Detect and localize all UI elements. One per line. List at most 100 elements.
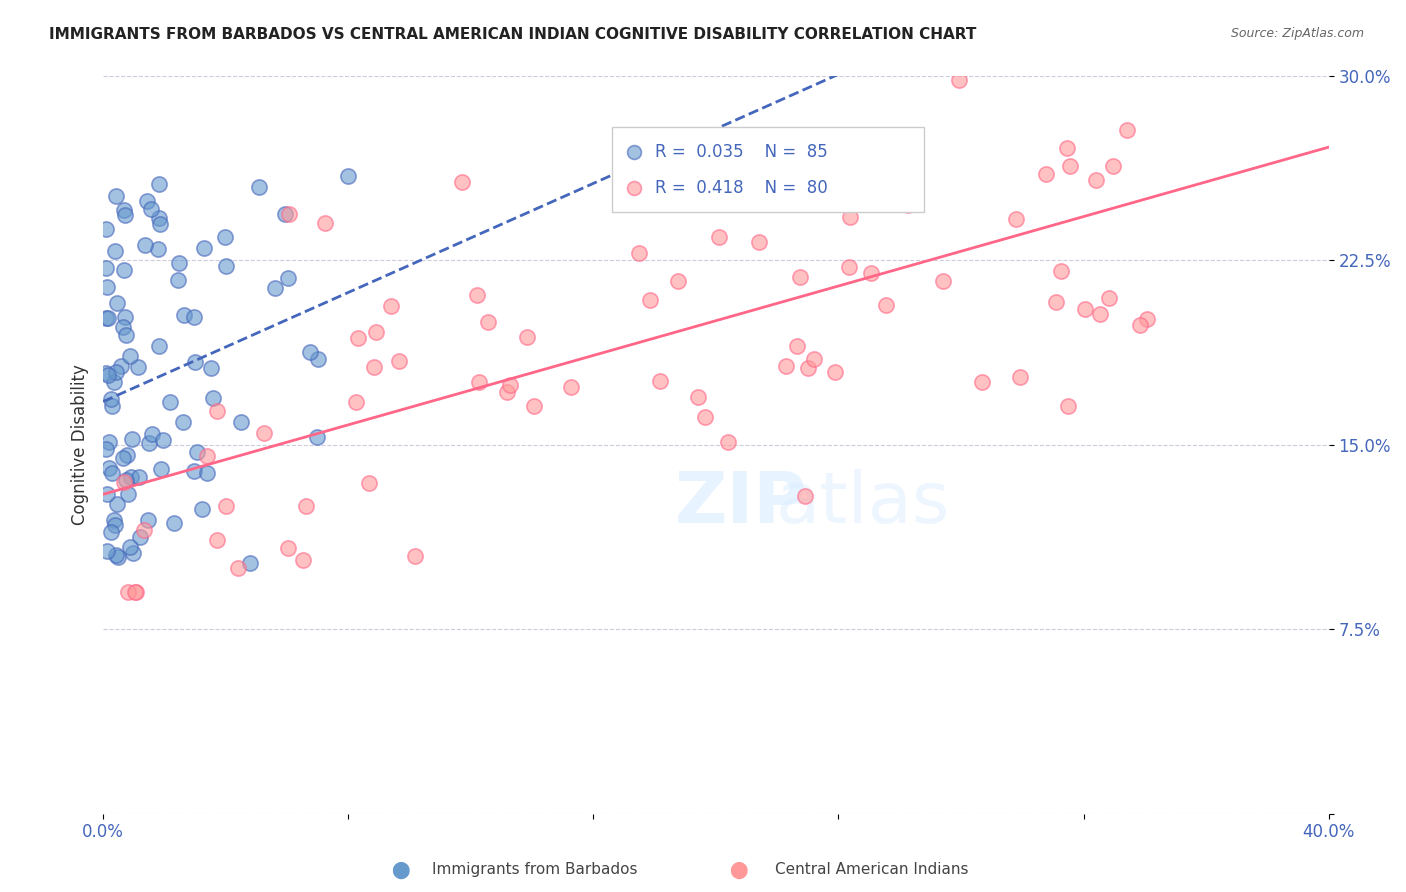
Y-axis label: Cognitive Disability: Cognitive Disability: [72, 364, 89, 525]
Point: [96, 260, 118, 275]
Point: [112, 202, 135, 217]
Point: [186, 445, 208, 459]
Point: [150, 461, 173, 475]
Point: [1136, 311, 1159, 326]
Point: [148, 211, 170, 225]
Point: [253, 426, 276, 441]
Point: [96, 487, 118, 501]
Point: [125, 585, 148, 599]
Point: [195, 466, 218, 480]
Point: [134, 238, 156, 252]
Point: [148, 178, 170, 192]
Point: [100, 392, 122, 407]
Point: [97, 311, 120, 326]
Point: [139, 202, 162, 217]
Point: [127, 359, 149, 374]
Point: [1074, 301, 1097, 316]
Point: [499, 378, 522, 392]
Point: [278, 207, 301, 221]
Point: [870, 166, 893, 180]
Point: [96, 279, 118, 293]
Point: [228, 561, 250, 575]
Point: [628, 245, 651, 260]
Point: [775, 359, 797, 374]
Point: [124, 585, 146, 599]
Point: [789, 269, 811, 284]
Point: [1056, 141, 1078, 155]
Text: R = 0.418    N = 80: R = 0.418 N = 80: [648, 181, 811, 199]
Point: [183, 355, 205, 369]
Point: [748, 235, 770, 249]
Point: [97, 368, 120, 382]
Point: [205, 404, 228, 418]
Point: [120, 540, 142, 554]
Point: [183, 310, 205, 325]
Point: [172, 415, 194, 429]
Point: [838, 260, 860, 275]
Point: [560, 380, 582, 394]
Point: [1010, 369, 1032, 384]
Point: [803, 352, 825, 367]
Point: [404, 549, 426, 563]
Point: [114, 207, 136, 221]
Point: [932, 274, 955, 288]
Point: [136, 194, 159, 208]
Point: [129, 530, 152, 544]
Point: [804, 183, 827, 197]
Point: [794, 489, 817, 503]
Point: [1126, 36, 1149, 50]
Point: [477, 315, 499, 329]
Point: [96, 366, 118, 380]
Point: [239, 556, 262, 570]
Point: [115, 473, 138, 487]
Point: [1005, 211, 1028, 226]
Point: [200, 361, 222, 376]
Text: R =  0.035    N =  85: R = 0.035 N = 85: [655, 143, 827, 161]
Point: [1101, 160, 1123, 174]
Point: [183, 464, 205, 478]
Point: [1057, 399, 1080, 413]
Point: [215, 499, 238, 513]
Text: ZIP: ZIP: [675, 469, 807, 538]
Point: [152, 434, 174, 448]
Point: [291, 553, 314, 567]
Point: [1045, 295, 1067, 310]
Point: [347, 331, 370, 345]
Point: [136, 513, 159, 527]
Point: [860, 267, 883, 281]
FancyBboxPatch shape: [612, 128, 924, 212]
Point: [337, 169, 360, 183]
Point: [207, 533, 229, 547]
Point: [824, 364, 846, 378]
Point: [388, 354, 411, 368]
Point: [972, 376, 994, 390]
Point: [167, 273, 190, 287]
Point: [105, 365, 128, 379]
Point: [197, 450, 219, 464]
Point: [344, 394, 367, 409]
Point: [111, 320, 134, 334]
Point: [114, 310, 136, 324]
Point: [314, 216, 336, 230]
Point: [103, 244, 125, 258]
Point: [163, 516, 186, 531]
Point: [112, 263, 135, 277]
Point: [688, 390, 710, 404]
Point: [516, 329, 538, 343]
Point: [96, 311, 118, 326]
Point: [1129, 318, 1152, 332]
Point: [103, 375, 125, 389]
Point: [104, 548, 127, 562]
Point: [277, 541, 299, 555]
Point: [146, 242, 169, 256]
Point: [648, 374, 671, 388]
Point: [1050, 264, 1073, 278]
Point: [366, 325, 388, 339]
Point: [363, 359, 385, 374]
Point: [231, 416, 253, 430]
Point: [298, 345, 321, 359]
Point: [523, 399, 546, 413]
Point: [117, 448, 139, 462]
Point: [215, 260, 238, 274]
Point: [776, 183, 799, 197]
